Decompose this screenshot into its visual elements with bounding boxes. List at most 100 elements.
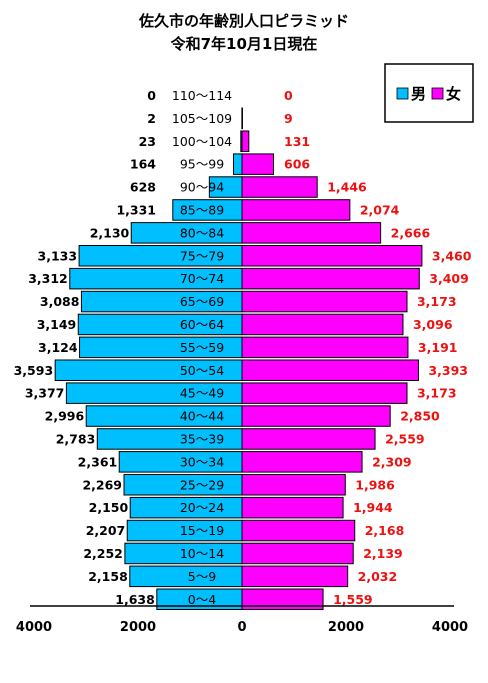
age-label-7: 75～79 — [180, 248, 224, 263]
age-label-18: 20～24 — [180, 500, 224, 515]
male-value-18: 2,150 — [89, 500, 129, 515]
female-value-9: 3,173 — [417, 294, 457, 309]
age-label-10: 60～64 — [180, 317, 224, 332]
male-value-6: 2,130 — [90, 225, 130, 240]
female-value-2: 131 — [284, 134, 310, 149]
age-label-15: 35～39 — [180, 431, 224, 446]
female-bar-8 — [242, 268, 419, 289]
male-value-3: 164 — [130, 157, 156, 172]
female-bar-17 — [242, 475, 345, 496]
male-value-12: 3,593 — [14, 363, 54, 378]
chart-subtitle: 令和7年10月1日現在 — [171, 35, 318, 53]
age-label-2: 100～104 — [172, 134, 232, 149]
female-value-15: 2,559 — [385, 431, 425, 446]
x-tick-label-2: 0 — [237, 620, 246, 635]
female-value-13: 3,173 — [417, 386, 457, 401]
age-label-5: 85～89 — [180, 202, 224, 217]
legend-swatch-female — [432, 88, 443, 99]
male-value-0: 0 — [147, 88, 156, 103]
male-value-15: 2,783 — [56, 431, 96, 446]
female-bar-12 — [242, 360, 418, 381]
age-label-13: 45～49 — [180, 386, 224, 401]
x-axis-ticks: 4000 2000 0 2000 4000 — [16, 620, 468, 635]
male-value-17: 2,269 — [82, 477, 122, 492]
age-label-19: 15～19 — [180, 523, 224, 538]
female-bar-14 — [242, 406, 390, 427]
female-value-5: 2,074 — [360, 202, 400, 217]
female-value-12: 3,393 — [428, 363, 468, 378]
female-bar-6 — [242, 223, 381, 244]
female-value-8: 3,409 — [429, 271, 469, 286]
female-value-16: 2,309 — [372, 454, 412, 469]
female-bar-2 — [242, 131, 249, 152]
age-label-4: 90～94 — [180, 180, 224, 195]
female-bar-3 — [242, 154, 274, 175]
female-bar-19 — [242, 520, 355, 541]
male-value-20: 2,252 — [83, 546, 123, 561]
female-bar-21 — [242, 566, 348, 587]
male-value-10: 3,149 — [37, 317, 77, 332]
female-value-3: 606 — [284, 157, 310, 172]
female-value-21: 2,032 — [358, 569, 398, 584]
female-bar-13 — [242, 383, 407, 404]
female-value-18: 1,944 — [353, 500, 393, 515]
age-label-1: 105～109 — [172, 111, 232, 126]
male-value-19: 2,207 — [86, 523, 126, 538]
male-bar-21 — [130, 566, 242, 587]
female-value-0: 0 — [284, 88, 293, 103]
age-label-14: 40～44 — [180, 409, 224, 424]
male-value-4: 628 — [130, 180, 156, 195]
legend-label-female: 女 — [446, 85, 461, 103]
x-tick-label-4: 4000 — [432, 620, 468, 635]
legend: 男 女 — [385, 64, 473, 122]
age-label-16: 30～34 — [180, 454, 224, 469]
age-label-9: 65～69 — [180, 294, 224, 309]
female-value-14: 2,850 — [400, 409, 440, 424]
age-label-12: 50～54 — [180, 363, 224, 378]
male-value-7: 3,133 — [38, 248, 78, 263]
age-label-17: 25～29 — [180, 477, 224, 492]
age-label-6: 80～84 — [180, 225, 224, 240]
legend-label-male: 男 — [411, 85, 426, 103]
female-bar-4 — [242, 177, 317, 198]
age-label-3: 95～99 — [180, 157, 224, 172]
female-bar-5 — [242, 200, 350, 221]
male-value-1: 2 — [147, 111, 156, 126]
age-label-0: 110～114 — [172, 88, 232, 103]
age-label-11: 55～59 — [180, 340, 224, 355]
female-value-6: 2,666 — [391, 225, 431, 240]
female-bar-7 — [242, 246, 422, 267]
female-value-11: 3,191 — [418, 340, 458, 355]
female-value-17: 1,986 — [355, 477, 395, 492]
legend-swatch-male — [397, 88, 408, 99]
female-bar-16 — [242, 452, 362, 473]
male-value-13: 3,377 — [25, 386, 65, 401]
female-bar-18 — [242, 497, 343, 518]
female-value-20: 2,139 — [363, 546, 403, 561]
age-label-20: 10～14 — [180, 546, 224, 561]
male-value-11: 3,124 — [38, 340, 78, 355]
age-label-8: 70～74 — [180, 271, 224, 286]
female-bar-20 — [242, 543, 353, 564]
male-bar-3 — [233, 154, 242, 175]
male-value-2: 23 — [139, 134, 156, 149]
female-value-1: 9 — [284, 111, 293, 126]
male-value-5: 1,331 — [116, 202, 156, 217]
female-value-22: 1,559 — [333, 592, 373, 607]
male-value-14: 2,996 — [45, 409, 85, 424]
female-value-19: 2,168 — [365, 523, 405, 538]
female-bar-9 — [242, 291, 407, 312]
male-value-22: 1,638 — [115, 592, 155, 607]
age-label-22: 0～4 — [188, 592, 216, 607]
female-value-7: 3,460 — [432, 248, 472, 263]
age-label-21: 5～9 — [188, 569, 216, 584]
male-value-16: 2,361 — [78, 454, 118, 469]
x-tick-label-1: 2000 — [120, 620, 156, 635]
female-bar-15 — [242, 429, 375, 450]
male-value-21: 2,158 — [88, 569, 128, 584]
x-tick-label-3: 2000 — [328, 620, 364, 635]
x-tick-label-0: 4000 — [16, 620, 52, 635]
male-value-8: 3,312 — [28, 271, 68, 286]
